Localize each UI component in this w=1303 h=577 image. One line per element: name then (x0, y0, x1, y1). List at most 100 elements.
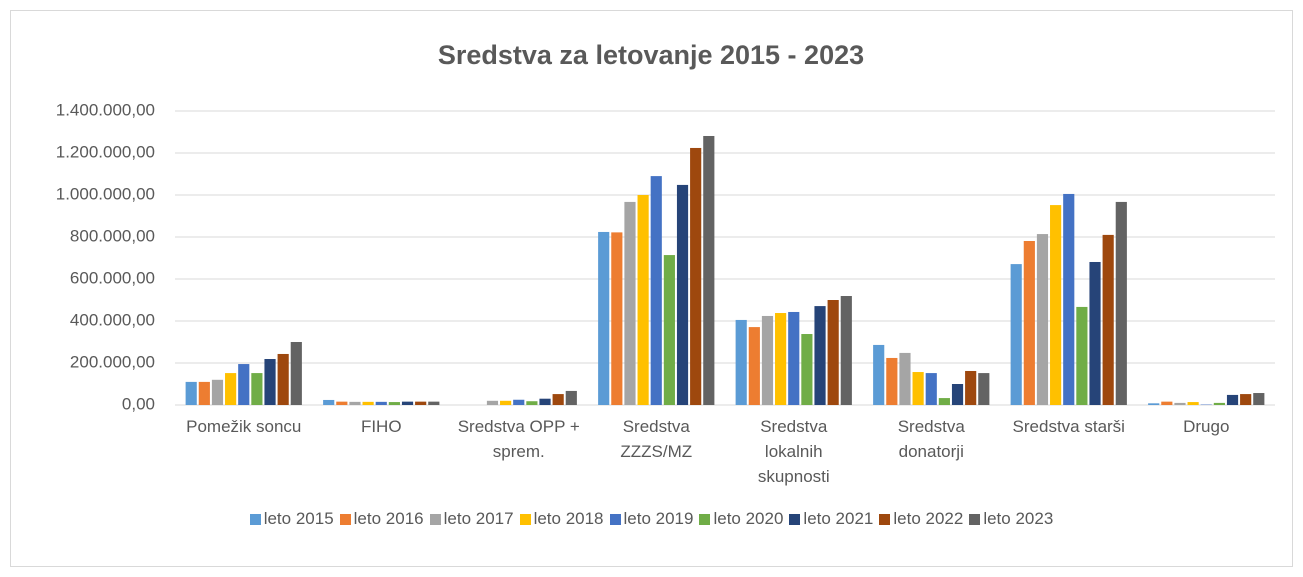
bar (1050, 205, 1062, 405)
bar (663, 255, 675, 405)
bar (1253, 393, 1265, 405)
legend-swatch (519, 513, 531, 525)
x-tick-label: Sredstva starši (1012, 417, 1125, 436)
bar (500, 400, 512, 405)
y-tick-label: 1.200.000,00 (56, 142, 155, 161)
bar (323, 399, 335, 405)
bar (1089, 261, 1101, 405)
bar (401, 401, 414, 405)
legend-label: leto 2020 (713, 509, 784, 528)
legend-label: leto 2023 (983, 509, 1054, 528)
legend: leto 2015 leto 2016 leto 2017 leto 2018 leto… (0, 509, 1303, 529)
bar (886, 357, 898, 405)
bar (565, 390, 577, 405)
bar (676, 184, 689, 405)
bar (415, 401, 427, 405)
bar (1226, 394, 1239, 405)
legend-item: leto 2017 (429, 509, 514, 529)
bar (290, 342, 302, 405)
x-tick-label: Drugo (1183, 417, 1230, 436)
x-tick-label: Sredstva OPP + sprem. (457, 417, 580, 461)
bar (375, 401, 387, 405)
bar (925, 373, 937, 405)
bar (611, 232, 623, 405)
x-tick-label: Sredstva donatorji (897, 417, 965, 461)
bar (978, 373, 990, 405)
bar (650, 176, 662, 405)
chart-title: Sredstva za letovanje 2015 - 2023 (438, 40, 864, 70)
bar (526, 401, 538, 405)
bar (1213, 402, 1225, 405)
legend-swatch (249, 513, 261, 525)
bar (1010, 264, 1022, 405)
bar (1023, 240, 1035, 405)
bar (486, 400, 499, 405)
y-tick-label: 1.000.000,00 (56, 184, 155, 203)
bar (225, 373, 237, 405)
legend-label: leto 2019 (623, 509, 694, 528)
legend-label: leto 2015 (263, 509, 334, 528)
legend-label: leto 2017 (443, 509, 514, 528)
bar (788, 311, 800, 405)
bar (552, 394, 564, 405)
bar (899, 352, 911, 405)
bar (513, 399, 525, 405)
bar (428, 401, 440, 405)
legend-swatch (609, 513, 621, 525)
bar (938, 398, 950, 405)
legend-swatch (969, 513, 981, 525)
bar (1240, 394, 1252, 405)
y-tick-label: 400.000,00 (70, 310, 155, 329)
legend-swatch (789, 513, 801, 525)
legend-swatch (339, 513, 351, 525)
legend-swatch (699, 513, 711, 525)
bar (336, 401, 348, 405)
bar (1115, 201, 1127, 405)
bar (1036, 234, 1049, 405)
bar (251, 373, 263, 405)
bar (1076, 306, 1088, 405)
x-tick-label: FIHO (360, 417, 402, 436)
bar (814, 306, 826, 405)
bar (912, 372, 924, 405)
bar (1148, 403, 1160, 405)
bar (238, 364, 250, 405)
bar (185, 381, 197, 405)
legend-label: leto 2016 (353, 509, 424, 528)
bar (1102, 234, 1114, 405)
bar (624, 201, 636, 405)
legend-item: leto 2023 (969, 509, 1053, 529)
bar (539, 398, 551, 405)
bar (748, 327, 760, 405)
legend-item: leto 2016 (339, 509, 424, 529)
y-tick-label: 800.000,00 (70, 226, 155, 245)
bar (690, 147, 702, 405)
bar (775, 313, 787, 405)
bar (801, 334, 813, 405)
legend-swatch (879, 513, 891, 525)
bar (761, 315, 774, 405)
bar (1063, 193, 1075, 405)
bar (264, 359, 276, 405)
legend-item: leto 2018 (519, 509, 604, 529)
x-tick-label: Sredstva ZZZS/MZ (620, 417, 693, 461)
legend-swatch (429, 513, 441, 525)
bar (277, 353, 289, 405)
legend-item: leto 2022 (879, 509, 963, 529)
bar (1187, 402, 1199, 405)
bar (703, 135, 715, 406)
bar (388, 402, 400, 405)
bar (951, 384, 964, 405)
bar (598, 231, 610, 405)
bar (211, 379, 224, 405)
bar (840, 296, 852, 405)
bar (873, 344, 885, 405)
y-tick-label: 1.400.000,00 (56, 100, 155, 119)
bar (349, 401, 361, 405)
bar (965, 370, 977, 405)
y-tick-label: 200.000,00 (70, 352, 155, 371)
bar (637, 195, 649, 405)
bar (827, 300, 839, 405)
